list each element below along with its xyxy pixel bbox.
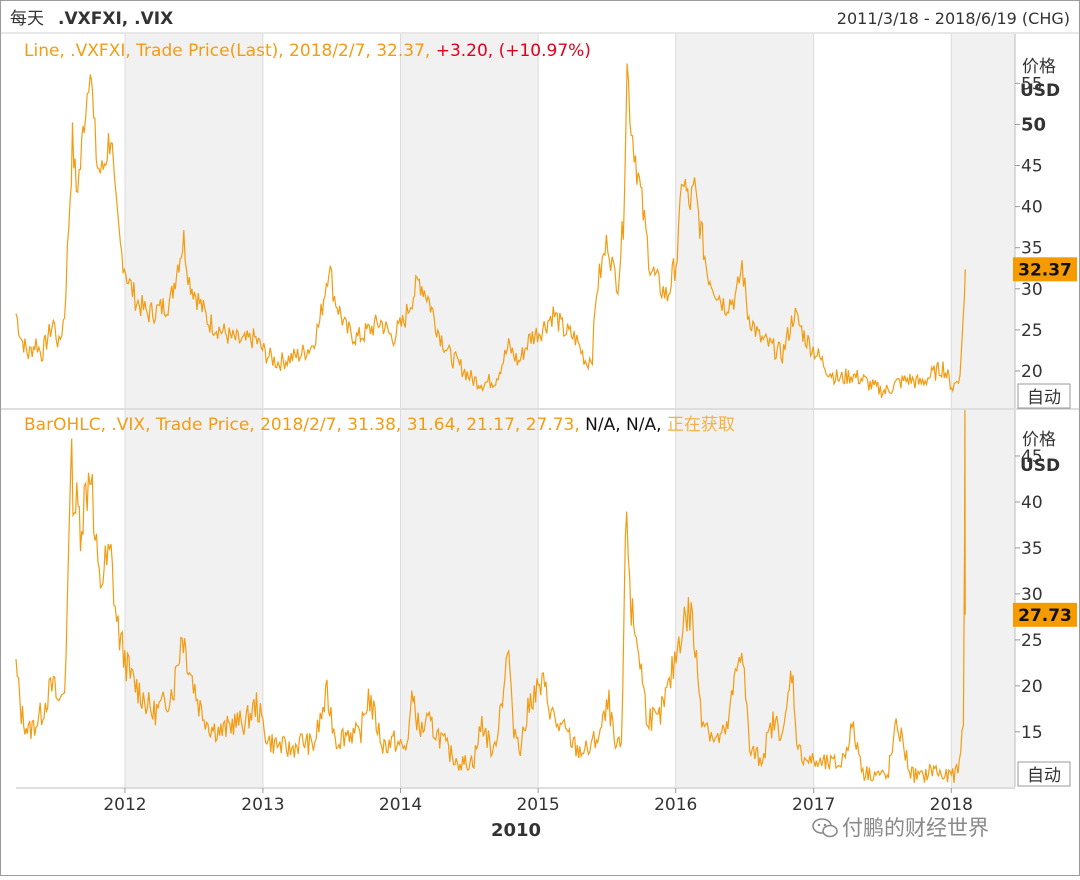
top-y-ticks: 20 25 30 35 40 45 50 55 — [1015, 74, 1046, 382]
bottom-legend-text: BarOHLC, .VIX, Trade Price, 2018/2/7, 31… — [24, 415, 585, 435]
bottom-shade-band — [675, 410, 814, 787]
bottom-shade-band — [400, 410, 539, 787]
top-shade-band — [400, 34, 539, 408]
x-axis-center-label: 2010 — [491, 820, 541, 841]
top-series-line — [15, 63, 966, 398]
bottom-y-tick-label: 20 — [1021, 677, 1043, 697]
bottom-series-bars — [15, 409, 966, 783]
bottom-badge-bg — [1013, 602, 1077, 627]
top-y-tick-label: 20 — [1021, 362, 1043, 382]
top-y-tick-label: 55 — [1021, 74, 1043, 94]
bottom-legend: BarOHLC, .VIX, Trade Price, 2018/2/7, 31… — [24, 415, 735, 435]
top-year-shading — [124, 34, 1015, 408]
top-y-tick-label: 30 — [1021, 280, 1043, 300]
bottom-unit: USD — [1020, 456, 1060, 476]
top-year-gridlines — [124, 34, 952, 408]
header-symbols: .VXFXI, .VIX — [58, 9, 173, 29]
top-y-tick-label: 25 — [1021, 321, 1043, 341]
bottom-unit-cn: 价格 — [1022, 430, 1056, 450]
bottom-y-tick-label: 45 — [1021, 447, 1043, 467]
top-shade-band — [124, 34, 263, 408]
top-legend: Line, .VXFXI, Trade Price(Last), 2018/2/… — [24, 41, 591, 61]
top-y-tick-label: 50 — [1021, 114, 1046, 135]
x-tick-label: 2014 — [379, 795, 422, 815]
bottom-last-value-badge: 27.73 — [1013, 602, 1077, 627]
top-panel: 20 25 30 35 40 45 50 55 Line, .VXFXI, Trade Pri… — [15, 34, 1077, 409]
wechat-icon — [812, 818, 838, 838]
header-date-range: 2011/3/18 - 2018/6/19 (CHG) — [837, 9, 1070, 28]
top-unit-cn: 价格 — [1022, 57, 1056, 77]
x-tick-label: 2017 — [792, 795, 835, 815]
top-legend-text: Line, .VXFXI, Trade Price(Last), 2018/2/… — [24, 41, 436, 61]
top-scale-mode-box[interactable] — [1017, 383, 1071, 409]
bottom-y-tick-label: 40 — [1021, 493, 1043, 513]
top-y-tick-label: 35 — [1021, 239, 1043, 259]
top-badge-bg — [1013, 257, 1077, 282]
top-shade-band — [675, 34, 814, 408]
top-y-tick-label: 40 — [1021, 198, 1043, 218]
top-y-tick-label: 45 — [1021, 157, 1043, 177]
top-scale-mode-label[interactable]: 自动 — [1027, 388, 1061, 408]
watermark: 付鹏的财经世界 — [812, 812, 989, 842]
bottom-scale-mode-button[interactable]: 自动 — [1017, 761, 1071, 787]
bottom-panel: 15 20 25 30 35 40 45 BarOHLC, .VIX, Trade Pric… — [15, 409, 1077, 787]
bottom-legend-na: N/A, N/A, — [585, 415, 667, 435]
x-tick-label: 2018 — [930, 795, 973, 815]
bottom-scale-mode-box[interactable] — [1017, 761, 1071, 787]
top-last-value: 32.37 — [1018, 260, 1072, 280]
x-tick-label: 2013 — [241, 795, 284, 815]
bottom-y-tick-label: 35 — [1021, 539, 1043, 559]
header-period: 每天 — [10, 9, 44, 29]
x-tick-label: 2016 — [654, 795, 697, 815]
bottom-shade-band — [951, 410, 1015, 787]
top-legend-change: +3.20, (+10.97%) — [436, 41, 591, 61]
bottom-year-gridlines — [124, 410, 952, 787]
top-last-value-badge: 32.37 — [1013, 257, 1077, 282]
bottom-y-tick-label: 15 — [1021, 723, 1043, 743]
bottom-legend-status: 正在获取 — [667, 415, 735, 435]
x-axis-ticks: 2012 2013 2014 2015 2016 2017 2018 — [103, 788, 973, 815]
bottom-last-value: 27.73 — [1018, 606, 1072, 626]
watermark-text: 付鹏的财经世界 — [842, 816, 989, 840]
bottom-shade-band — [124, 410, 263, 787]
top-unit: USD — [1020, 81, 1060, 101]
top-scale-mode-button[interactable]: 自动 — [1017, 383, 1071, 409]
x-tick-label: 2015 — [516, 795, 559, 815]
bottom-y-ticks: 15 20 25 30 35 40 45 — [1015, 447, 1043, 743]
bottom-y-tick-label: 25 — [1021, 631, 1043, 651]
bottom-y-tick-label: 30 — [1021, 585, 1043, 605]
bottom-year-shading — [124, 410, 1015, 787]
bottom-scale-mode-label[interactable]: 自动 — [1027, 766, 1061, 786]
x-tick-label: 2012 — [103, 795, 146, 815]
